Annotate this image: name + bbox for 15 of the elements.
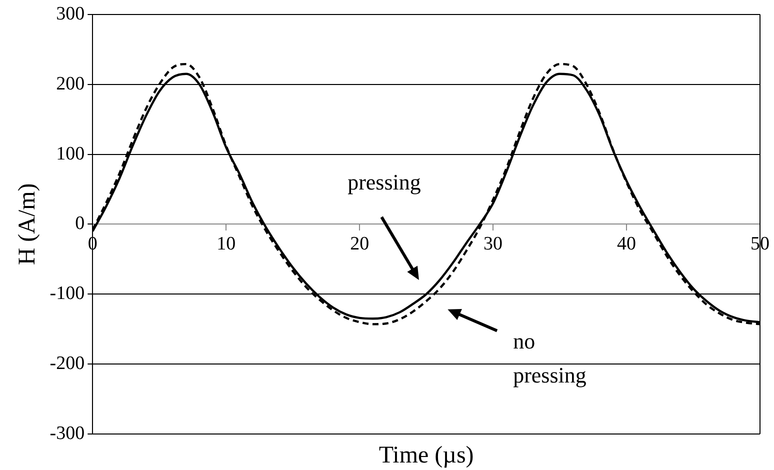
y-axis-title: H (A/m) — [14, 183, 41, 266]
annotation: no pressing — [513, 328, 586, 388]
x-axis-title: Time (µs) — [378, 442, 474, 468]
y-tick-label: 200 — [56, 73, 85, 94]
x-tick-label: 40 — [617, 234, 636, 255]
x-tick-label: 30 — [484, 234, 503, 255]
x-tick-label: 10 — [216, 234, 236, 255]
x-tick-label: 20 — [350, 234, 370, 255]
y-tick-label: -100 — [50, 283, 85, 304]
y-tick-label: 300 — [56, 3, 85, 24]
y-tick-label: 0 — [75, 213, 85, 234]
y-tick-label: 100 — [56, 143, 85, 164]
annotation: pressing — [348, 169, 421, 194]
y-tick-label: -300 — [50, 422, 85, 444]
y-tick-label: -200 — [50, 353, 85, 374]
